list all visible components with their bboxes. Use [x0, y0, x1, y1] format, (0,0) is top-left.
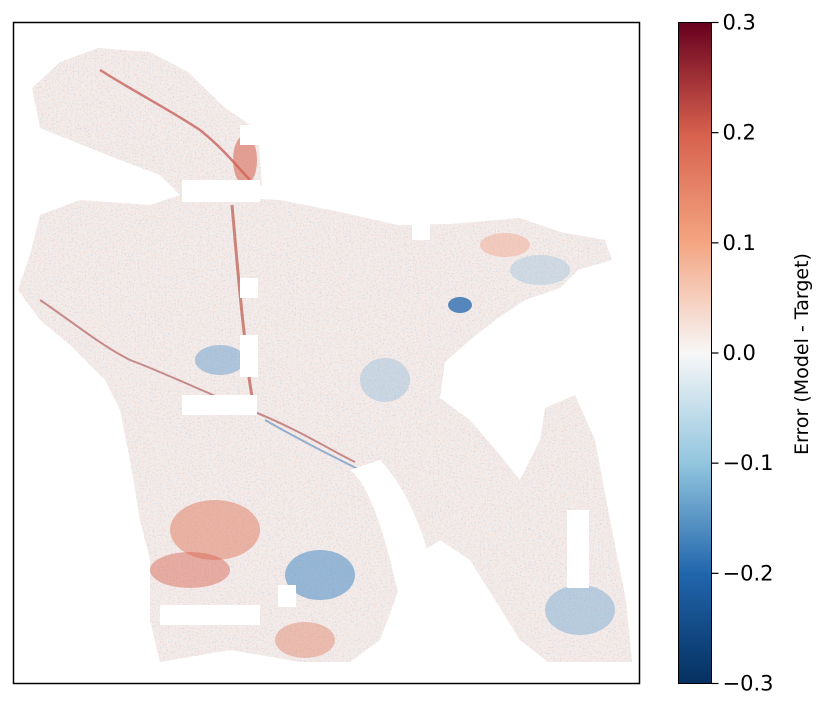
colorbar-gradient: [678, 22, 712, 684]
error-patch-positive: [275, 622, 335, 658]
river-channel: [39, 299, 356, 463]
error-patch-positive: [150, 552, 230, 588]
no-data-gap: [160, 605, 260, 625]
error-patch-positive: [480, 233, 530, 257]
colorbar: 0.3 0.2 0.1 0.0 −0.1 −0.2 −0.3 Error (Model - …: [678, 11, 813, 696]
colorbar-tick-label: −0.3: [723, 672, 774, 696]
colorbar-ticks: 0.3 0.2 0.1 0.0 −0.1 −0.2 −0.3: [711, 11, 774, 696]
colorbar-tick-label: 0.0: [723, 341, 756, 365]
error-patch-negative: [510, 255, 570, 285]
river-channel: [230, 204, 257, 411]
error-patch-negative: [448, 297, 472, 313]
no-data-gap: [278, 585, 296, 607]
colorbar-tick-label: 0.2: [723, 121, 756, 145]
no-data-gap: [182, 395, 257, 415]
no-data-gap: [240, 335, 258, 377]
colorbar-tick-label: −0.2: [723, 561, 774, 585]
error-patch-positive: [233, 135, 257, 185]
error-patch-negative: [285, 550, 355, 600]
colorbar-tick-label: −0.1: [723, 451, 774, 475]
colorbar-tick-label: 0.1: [723, 231, 756, 255]
error-patch-positive: [170, 500, 260, 560]
no-data-gap: [240, 125, 262, 145]
no-data-gap: [240, 278, 258, 298]
error-patch-negative: [195, 345, 245, 375]
error-patch-negative: [360, 358, 410, 402]
no-data-gap: [182, 180, 260, 202]
colorbar-label: Error (Model - Target): [791, 253, 813, 455]
colorbar-tick-label: 0.3: [723, 11, 756, 35]
error-patch-negative: [545, 585, 615, 635]
no-data-gap: [567, 510, 589, 588]
